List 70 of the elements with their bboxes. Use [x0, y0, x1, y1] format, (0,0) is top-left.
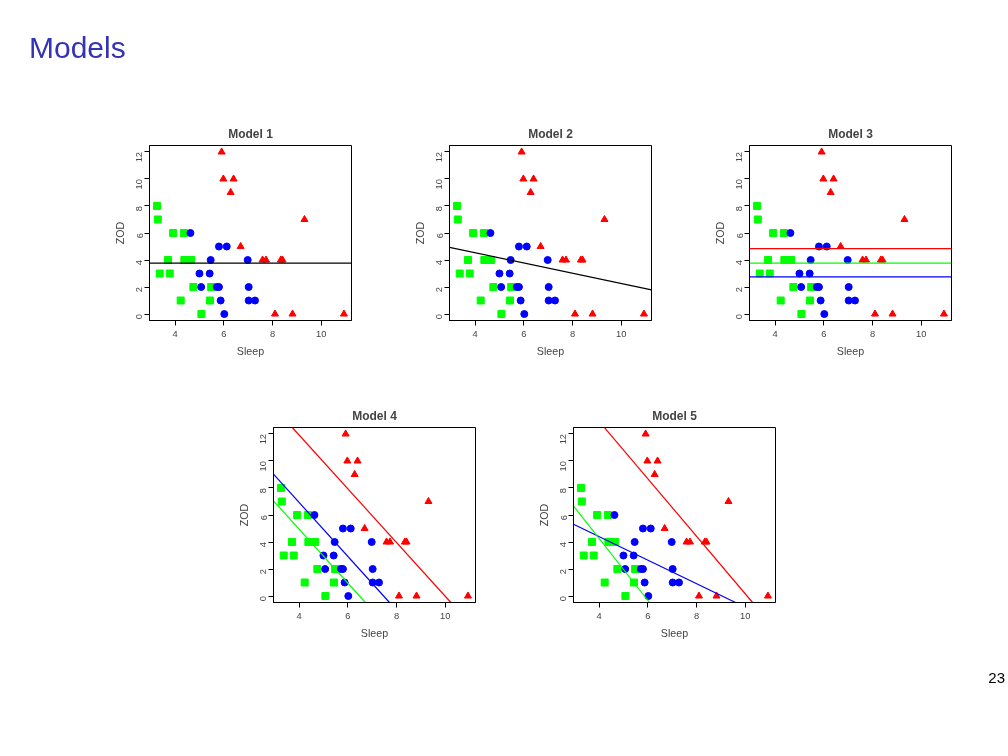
x-axis-title: Sleep — [236, 344, 265, 357]
y-axis-title: ZOD — [237, 503, 250, 527]
x-tick-label: 10 — [316, 328, 327, 339]
x-tick-label: 4 — [596, 610, 602, 621]
x-tick-label: 8 — [569, 328, 576, 339]
chart-title: Model 2 — [528, 126, 574, 141]
y-tick-label: 10 — [558, 460, 569, 472]
y-tick-label: 2 — [258, 569, 269, 575]
y-tick-label: 0 — [258, 596, 269, 602]
y-tick-label: 0 — [434, 314, 445, 320]
x-tick-label: 6 — [821, 328, 827, 339]
y-tick-label: 4 — [734, 259, 745, 266]
x-tick-label: 8 — [269, 328, 276, 339]
y-tick-label: 8 — [434, 205, 445, 212]
x-tick-label: 10 — [616, 328, 627, 339]
y-tick-label: 10 — [434, 178, 445, 190]
x-tick-label: 4 — [172, 328, 178, 339]
y-axis-title: ZOD — [113, 221, 126, 245]
x-tick-label: 8 — [693, 610, 700, 621]
y-tick-label: 8 — [258, 487, 269, 494]
x-tick-label: 10 — [916, 328, 927, 339]
y-tick-label: 4 — [558, 541, 569, 548]
y-tick-label: 12 — [134, 151, 145, 163]
y-tick-label: 4 — [134, 259, 145, 266]
x-tick-label: 6 — [221, 328, 227, 339]
text: Models — [29, 30, 126, 66]
chart-title: Model 4 — [352, 408, 398, 423]
y-tick-label: 6 — [258, 514, 269, 521]
chart-title: Model 3 — [828, 126, 874, 141]
y-tick-label: 8 — [734, 205, 745, 212]
y-tick-label: 6 — [734, 232, 745, 239]
x-tick-label: 6 — [521, 328, 527, 339]
y-axis-title: ZOD — [413, 221, 426, 245]
y-tick-label: 8 — [134, 205, 145, 212]
y-axis-title: ZOD — [713, 221, 726, 245]
x-tick-label: 8 — [393, 610, 400, 621]
chart-title: Model 1 — [228, 126, 274, 141]
y-tick-label: 12 — [258, 433, 269, 445]
x-axis-title: Sleep — [836, 344, 865, 357]
x-axis-title: Sleep — [360, 626, 389, 639]
y-tick-label: 10 — [258, 460, 269, 472]
y-tick-label: 0 — [558, 596, 569, 602]
y-axis-title: ZOD — [537, 503, 550, 527]
y-tick-label: 2 — [434, 287, 445, 293]
y-tick-label: 10 — [734, 178, 745, 190]
y-tick-label: 2 — [734, 287, 745, 293]
text: 23 — [988, 668, 1005, 688]
x-tick-label: 4 — [772, 328, 778, 339]
x-tick-label: 4 — [296, 610, 302, 621]
y-tick-label: 6 — [134, 232, 145, 239]
chart-title: Model 5 — [652, 408, 698, 423]
x-tick-label: 6 — [645, 610, 651, 621]
y-tick-label: 10 — [134, 178, 145, 190]
x-axis-title: Sleep — [536, 344, 565, 357]
x-tick-label: 4 — [472, 328, 478, 339]
y-tick-label: 12 — [558, 433, 569, 445]
y-tick-label: 12 — [434, 151, 445, 163]
y-tick-label: 12 — [734, 151, 745, 163]
y-tick-label: 0 — [734, 314, 745, 320]
y-tick-label: 4 — [434, 259, 445, 266]
y-tick-label: 4 — [258, 541, 269, 548]
y-tick-label: 2 — [558, 569, 569, 575]
x-tick-label: 6 — [345, 610, 351, 621]
y-tick-label: 6 — [434, 232, 445, 239]
x-tick-label: 8 — [869, 328, 876, 339]
x-axis-title: Sleep — [660, 626, 689, 639]
y-tick-label: 2 — [134, 287, 145, 293]
y-tick-label: 8 — [558, 487, 569, 494]
y-tick-label: 6 — [558, 514, 569, 521]
y-tick-label: 0 — [134, 314, 145, 320]
